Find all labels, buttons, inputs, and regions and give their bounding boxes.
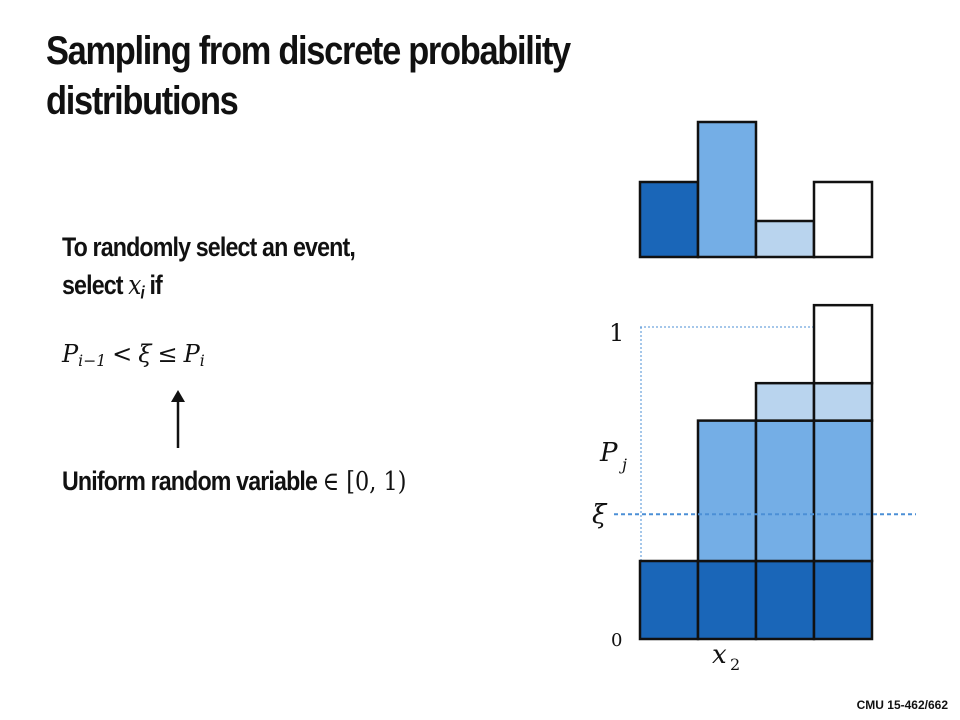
selection-formula: Pi−1 < ξ ≤ Pi [62,340,205,370]
formula-rhs: P [183,340,200,368]
cdf-bar-4-segment-3 [812,381,874,422]
pdf-bar-2 [696,120,758,259]
uniform-variable-text: Uniform random variable ∈ [0, 1) [62,462,406,501]
pdf-bar-1 [638,180,700,259]
x2-label-sub: 2 [730,655,740,674]
slide-title-line1: Sampling from discrete probability [46,29,571,73]
course-footer: CMU 15-462/662 [856,698,948,712]
formula-op1: < [112,340,133,368]
cdf-bar-4-segment-4 [812,303,874,385]
pj-label-sub: j [619,455,627,474]
up-arrow-icon [171,390,185,448]
uniform-label: Uniform random variable [62,466,323,496]
cdf-tick-0: 0 [611,630,622,651]
uniform-math: ∈ [0, 1) [322,467,407,497]
xi-label: ξ [592,500,608,530]
bullet-line2: select xi if [62,266,355,311]
bullet-line2-suffix: if [143,270,162,300]
cdf-bar-3-segment-3 [754,381,816,422]
formula-rhs-sub: i [199,351,205,370]
cdf-bar-1-segment-1 [638,559,700,641]
formula-xi: ξ [138,340,152,368]
cdf-tick-1: 1 [609,319,624,347]
cdf-bar-3-segment-1 [754,559,816,641]
slide-title-line2: distributions [46,79,239,123]
cdf-bar-3-segment-2 [754,419,816,563]
x2-label: x [712,640,727,670]
bullet-line2-prefix: select [62,270,129,300]
bullet-var-sub: i [140,282,145,303]
cdf-bar-2-segment-1 [696,559,758,641]
formula-op2: ≤ [157,340,178,368]
cdf-bar-4-segment-1 [812,559,874,641]
cdf-bar-4-segment-2 [812,419,874,563]
bullet-text: To randomly select an event, select xi i… [62,228,356,311]
cdf-bar-2-segment-2 [696,419,758,563]
slide-title: Sampling from discrete probability distr… [46,26,648,126]
bullet-var: x [128,270,141,301]
pdf-bar-3 [754,219,816,259]
pj-label: P [599,438,618,468]
pdf-bar-4 [812,180,874,259]
formula-lhs: P [62,340,79,368]
formula-lhs-sub: i−1 [78,351,107,370]
bullet-line1: To randomly select an event, [62,232,356,262]
